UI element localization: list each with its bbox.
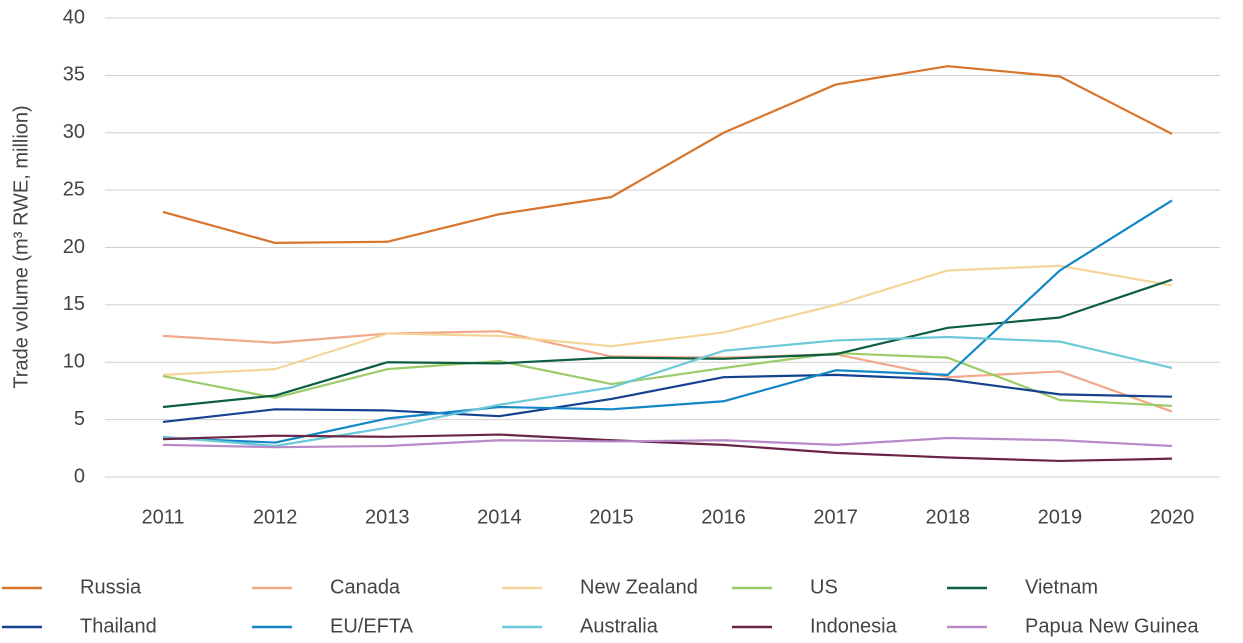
series-line xyxy=(162,330,1173,413)
x-tick-label: 2011 xyxy=(141,506,184,528)
series-line xyxy=(162,373,1173,424)
x-tick-label: 2015 xyxy=(589,506,634,528)
series-line xyxy=(162,65,1173,245)
series-line xyxy=(162,264,1173,376)
y-tick-label: 5 xyxy=(74,408,85,430)
y-tick-label: 10 xyxy=(63,351,85,373)
y-tick-label: 20 xyxy=(63,236,85,258)
y-tick-label: 40 xyxy=(63,6,85,28)
x-tick-label: 2013 xyxy=(365,506,410,528)
legend-label: Australia xyxy=(580,615,659,637)
legend-label: Thailand xyxy=(80,615,157,637)
series-line xyxy=(162,436,1173,449)
x-tick-label: 2020 xyxy=(1150,506,1195,528)
legend-label: Russia xyxy=(80,576,142,598)
series-line xyxy=(162,351,1173,407)
legend-label: Indonesia xyxy=(810,615,898,637)
legend-label: New Zealand xyxy=(580,576,698,598)
series-line xyxy=(162,335,1173,448)
y-tick-label: 15 xyxy=(63,293,85,315)
y-tick-label: 0 xyxy=(74,465,85,487)
legend-label: Canada xyxy=(330,576,401,598)
x-tick-label: 2018 xyxy=(926,506,971,528)
x-tick-label: 2017 xyxy=(813,506,858,528)
legend-label: Vietnam xyxy=(1025,576,1098,598)
legend-label: Papua New Guinea xyxy=(1025,615,1199,637)
x-tick-label: 2014 xyxy=(477,506,522,528)
x-tick-label: 2012 xyxy=(253,506,298,528)
y-axis-label: Trade volume (m³ RWE, million) xyxy=(10,105,32,388)
x-tick-label: 2016 xyxy=(701,506,746,528)
y-tick-label: 30 xyxy=(63,121,85,143)
series-line xyxy=(162,433,1173,463)
y-tick-label: 35 xyxy=(63,64,85,86)
x-tick-label: 2019 xyxy=(1038,506,1083,528)
y-tick-label: 25 xyxy=(63,178,85,200)
series-line xyxy=(162,199,1173,444)
legend-label: EU/EFTA xyxy=(330,615,414,637)
legend-label: US xyxy=(810,576,838,598)
